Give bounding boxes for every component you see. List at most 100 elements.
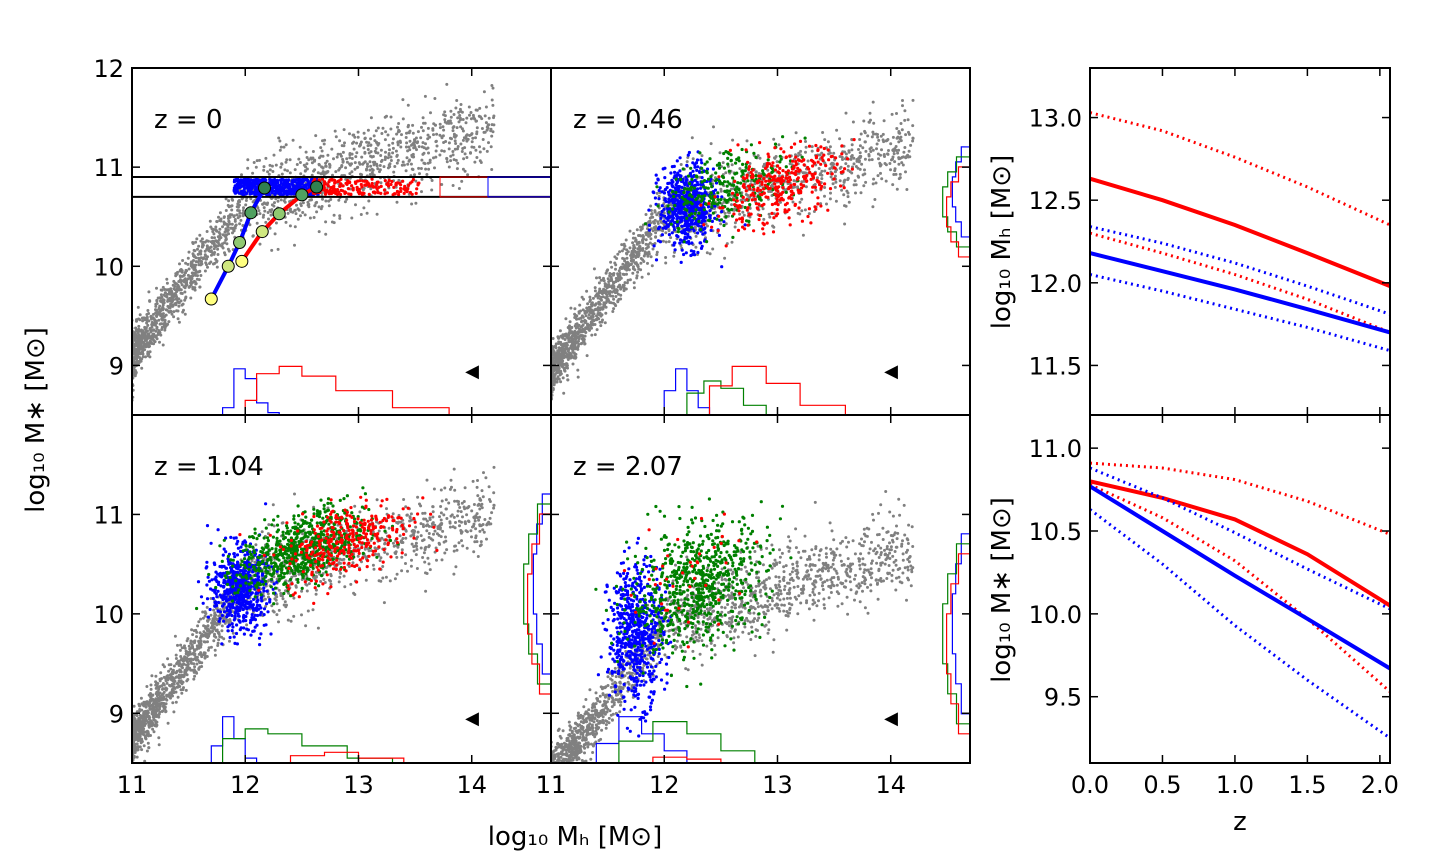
grey-point	[306, 200, 310, 204]
grey-point	[858, 144, 862, 148]
grey-point	[567, 355, 571, 359]
grey-point	[396, 158, 400, 162]
blue-point	[279, 185, 283, 189]
grey-point	[484, 105, 488, 109]
grey-point	[385, 114, 388, 118]
colored-point	[722, 166, 727, 170]
grey-point	[891, 148, 895, 152]
grey-point	[183, 312, 187, 316]
red-point	[379, 191, 383, 195]
blue-point	[260, 178, 264, 182]
colored-point	[686, 153, 690, 157]
grey-point	[149, 328, 153, 332]
blue-point	[243, 177, 247, 181]
grey-point	[864, 180, 868, 184]
grey-point	[291, 138, 295, 142]
grey-point	[632, 244, 636, 248]
grey-point	[296, 217, 300, 221]
colored-point	[651, 190, 655, 194]
grey-point	[645, 251, 648, 255]
grey-point	[597, 290, 601, 293]
grey-point	[652, 226, 656, 230]
grey-point	[835, 128, 839, 132]
red-point	[383, 179, 387, 183]
grey-point	[443, 110, 447, 114]
grey-point	[621, 283, 625, 287]
blue-point	[242, 188, 246, 192]
red-point	[329, 191, 334, 196]
grey-point	[897, 162, 901, 166]
grey-point	[274, 221, 278, 225]
grey-point	[197, 270, 201, 274]
grey-point	[622, 247, 626, 251]
grey-point	[565, 374, 569, 377]
grey-point	[411, 131, 415, 135]
x-histogram	[222, 368, 280, 415]
grey-point	[761, 207, 765, 211]
red-point	[370, 181, 374, 186]
grey-point	[136, 345, 140, 349]
grey-point	[360, 155, 364, 159]
grey-point	[401, 98, 405, 102]
grey-point	[578, 303, 582, 307]
grey-point	[211, 239, 215, 243]
grey-point	[906, 118, 910, 122]
grey-point	[167, 306, 171, 310]
grey-point	[280, 162, 284, 166]
colored-point	[673, 248, 677, 252]
grey-point	[631, 271, 635, 275]
blue-point	[253, 178, 258, 182]
grey-point	[483, 114, 487, 118]
grey-point	[362, 206, 366, 210]
grey-point	[375, 212, 379, 216]
grey-point	[415, 141, 419, 145]
grey-point	[386, 166, 390, 170]
grey-point	[445, 82, 449, 86]
red-point	[326, 184, 330, 188]
grey-point	[899, 122, 903, 125]
blue-point	[240, 179, 244, 183]
grey-point	[147, 332, 151, 336]
grey-point	[753, 182, 757, 186]
grey-point	[348, 153, 352, 157]
grey-point	[896, 151, 900, 155]
grey-point	[289, 210, 293, 214]
red-point	[347, 180, 352, 184]
grey-point	[157, 306, 161, 310]
grey-point	[650, 264, 654, 268]
grey-point	[606, 285, 610, 289]
grey-point	[387, 153, 391, 157]
grey-point	[772, 225, 776, 229]
grey-point	[632, 265, 635, 269]
grey-point	[215, 265, 219, 269]
grey-point	[323, 138, 327, 142]
grey-point	[400, 133, 403, 137]
grey-point	[490, 134, 494, 138]
red-point	[411, 177, 415, 182]
colored-point	[676, 205, 680, 209]
red-point	[383, 192, 387, 196]
grey-point	[649, 255, 653, 259]
grey-point	[246, 166, 250, 170]
grey-point	[462, 157, 466, 161]
grey-point	[335, 155, 339, 159]
grey-point	[145, 321, 149, 325]
grey-point	[222, 222, 226, 226]
grey-point	[584, 331, 588, 334]
red-point	[357, 192, 361, 196]
grey-point	[190, 271, 194, 275]
grey-point	[316, 171, 320, 175]
red-point	[339, 177, 343, 181]
grey-point	[852, 162, 856, 166]
grey-point	[904, 133, 908, 137]
grey-point	[842, 179, 846, 183]
red-point	[339, 182, 343, 186]
grey-point	[342, 128, 346, 132]
blue-point	[298, 182, 302, 186]
grey-point	[730, 203, 733, 207]
red-point	[362, 191, 366, 195]
grey-point	[834, 199, 838, 203]
grey-point	[425, 173, 429, 176]
colored-point	[682, 252, 686, 257]
grey-point	[176, 300, 180, 304]
